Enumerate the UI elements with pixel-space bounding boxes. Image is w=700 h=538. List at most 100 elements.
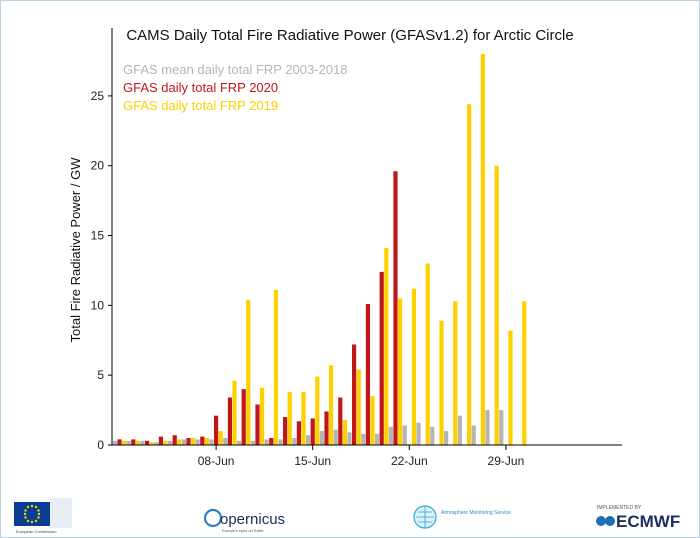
bar-0-15 bbox=[319, 431, 324, 445]
bar-1-19 bbox=[379, 271, 384, 445]
ecmwf-dot-icon bbox=[596, 516, 606, 526]
bar-1-16 bbox=[338, 397, 343, 445]
x-tick-label-29-Jun: 29-Jun bbox=[488, 454, 525, 468]
bar-2-14 bbox=[315, 376, 320, 445]
bar-1-1 bbox=[131, 439, 136, 445]
bar-1-12 bbox=[283, 417, 288, 445]
x-tick-label-15-Jun: 15-Jun bbox=[294, 454, 331, 468]
bar-1-13 bbox=[296, 421, 301, 445]
bar-1-9 bbox=[241, 389, 246, 445]
bar-1-10 bbox=[255, 404, 260, 445]
bar-0-5 bbox=[181, 439, 186, 445]
bar-2-9 bbox=[246, 299, 251, 445]
y-tick-label-5: 5 bbox=[97, 368, 104, 382]
bar-1-6 bbox=[200, 436, 205, 445]
bar-2-10 bbox=[260, 387, 265, 445]
bar-2-5 bbox=[191, 438, 196, 445]
atmosphere-logo-text: Atmosphere Monitoring Service bbox=[441, 510, 511, 516]
x-tick-label-08-Jun: 08-Jun bbox=[198, 454, 235, 468]
bar-0-22 bbox=[416, 422, 421, 445]
atmosphere-logo: Atmosphere Monitoring Service bbox=[413, 505, 511, 529]
bar-2-28 bbox=[508, 330, 513, 445]
y-tick-label-10: 10 bbox=[91, 298, 105, 312]
bar-2-11 bbox=[273, 290, 278, 445]
bar-0-23 bbox=[430, 426, 435, 445]
bar-0-7 bbox=[209, 439, 214, 445]
bar-2-17 bbox=[356, 369, 361, 445]
bar-2-29 bbox=[522, 301, 527, 445]
bar-0-13 bbox=[292, 438, 297, 445]
bar-0-17 bbox=[347, 432, 352, 445]
legend-entry-0: GFAS mean daily total FRP 2003-2018 bbox=[123, 62, 348, 77]
bar-0-0 bbox=[112, 440, 117, 445]
copernicus-logo-text: opernicus bbox=[220, 511, 285, 528]
eu-stars-icon bbox=[23, 504, 41, 524]
bar-0-12 bbox=[278, 439, 283, 445]
y-tick-label-25: 25 bbox=[91, 89, 105, 103]
bar-0-18 bbox=[361, 433, 366, 445]
bar-2-25 bbox=[467, 104, 472, 446]
legend-entry-2: GFAS daily total FRP 2019 bbox=[123, 98, 278, 113]
y-tick-label-0: 0 bbox=[97, 438, 104, 452]
copernicus-subtitle: Europe's eyes on Earth bbox=[222, 528, 263, 533]
bar-0-6 bbox=[195, 439, 200, 445]
bar-1-17 bbox=[352, 344, 357, 445]
bar-2-6 bbox=[204, 438, 209, 445]
bar-2-20 bbox=[398, 298, 403, 446]
ecmwf-logo-text: ECMWF bbox=[616, 512, 680, 531]
bar-2-4 bbox=[177, 439, 182, 445]
bar-1-2 bbox=[145, 440, 150, 445]
bar-2-18 bbox=[370, 396, 375, 446]
ecmwf-small-text: IMPLEMENTED BY bbox=[597, 505, 642, 511]
bar-1-5 bbox=[186, 438, 191, 445]
bar-2-23 bbox=[439, 320, 444, 445]
bar-0-2 bbox=[140, 440, 145, 445]
bar-0-11 bbox=[264, 439, 269, 445]
legend-entry-1: GFAS daily total FRP 2020 bbox=[123, 80, 278, 95]
bar-0-24 bbox=[444, 431, 449, 445]
bar-1-7 bbox=[214, 415, 219, 445]
bar-2-3 bbox=[163, 440, 168, 445]
bar-2-15 bbox=[329, 365, 334, 445]
bar-2-1 bbox=[135, 440, 140, 445]
bar-1-3 bbox=[158, 436, 163, 445]
y-tick-label-20: 20 bbox=[91, 159, 105, 173]
bar-0-20 bbox=[388, 426, 393, 445]
bar-2-27 bbox=[494, 165, 499, 445]
bar-0-9 bbox=[237, 440, 242, 445]
copernicus-c-icon bbox=[203, 508, 223, 528]
eu-building-icon bbox=[50, 498, 72, 528]
bar-0-1 bbox=[126, 440, 131, 445]
bar-2-21 bbox=[411, 288, 416, 445]
bar-1-18 bbox=[365, 303, 370, 445]
bar-1-0 bbox=[117, 439, 122, 445]
bar-2-24 bbox=[453, 301, 458, 445]
chart-title: CAMS Daily Total Fire Radiative Power (G… bbox=[126, 27, 573, 44]
bar-0-14 bbox=[306, 435, 311, 445]
bar-1-15 bbox=[324, 411, 329, 445]
legend: GFAS mean daily total FRP 2003-2018 GFAS … bbox=[123, 62, 348, 113]
bar-0-27 bbox=[485, 410, 490, 445]
bar-0-8 bbox=[223, 438, 228, 445]
bar-2-0 bbox=[122, 440, 127, 445]
eu-logo: European Commission bbox=[14, 498, 72, 534]
bar-2-26 bbox=[480, 54, 485, 445]
bar-2-22 bbox=[425, 263, 430, 445]
bar-0-25 bbox=[457, 415, 462, 445]
bar-0-3 bbox=[154, 442, 159, 445]
bar-1-14 bbox=[310, 418, 315, 445]
bar-1-20 bbox=[393, 171, 398, 446]
bar-1-8 bbox=[227, 397, 232, 445]
bar-2-13 bbox=[301, 391, 306, 445]
bars-group bbox=[112, 54, 527, 446]
bar-0-16 bbox=[333, 429, 338, 445]
bar-0-4 bbox=[168, 440, 173, 445]
bar-2-16 bbox=[342, 419, 347, 445]
bar-0-19 bbox=[375, 433, 380, 445]
bar-2-2 bbox=[149, 442, 154, 445]
bar-2-12 bbox=[287, 391, 292, 445]
bar-0-26 bbox=[471, 425, 476, 445]
bar-1-11 bbox=[269, 438, 274, 445]
bar-2-7 bbox=[218, 431, 223, 445]
